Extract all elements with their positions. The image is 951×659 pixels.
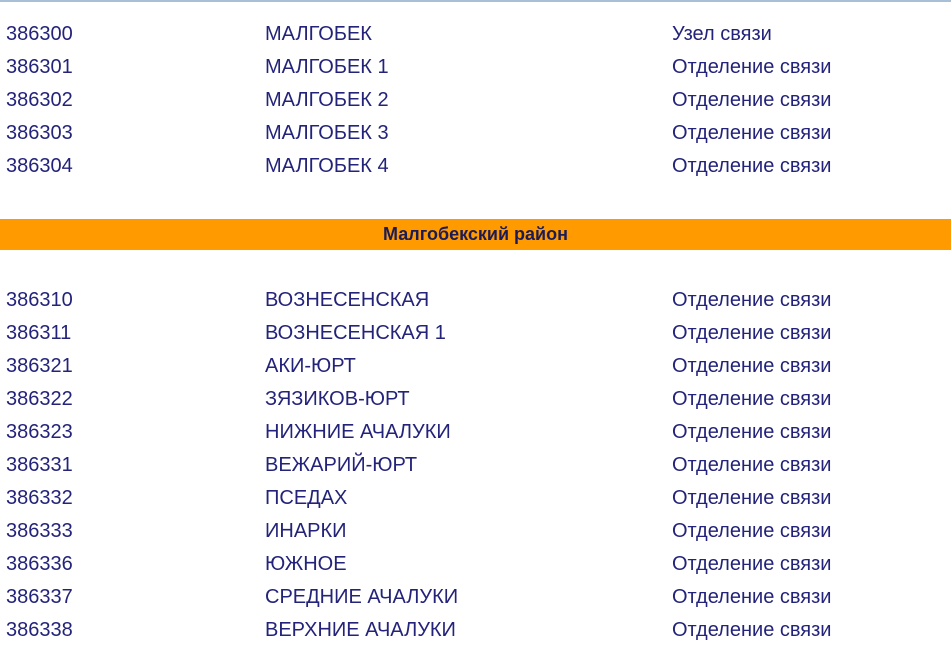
office-name: МАЛГОБЕК 2	[265, 89, 389, 111]
office-type: Отделение связи	[672, 454, 832, 476]
office-name: ВЕЖАРИЙ-ЮРТ	[265, 454, 418, 476]
office-type: Отделение связи	[672, 89, 832, 111]
top-border	[0, 0, 951, 2]
office-type: Отделение связи	[672, 586, 832, 608]
table-row: 386311 ВОЗНЕСЕНСКАЯ 1 Отделение связи	[0, 317, 951, 350]
postal-code: 386301	[6, 56, 73, 78]
office-name: МАЛГОБЕК 3	[265, 122, 389, 144]
office-type: Отделение связи	[672, 388, 832, 410]
postal-code: 386303	[6, 122, 73, 144]
office-name: ЗЯЗИКОВ-ЮРТ	[265, 388, 410, 410]
postal-code: 386333	[6, 520, 73, 542]
office-type: Отделение связи	[672, 322, 832, 344]
office-name: ИНАРКИ	[265, 520, 347, 542]
postal-code: 386338	[6, 619, 73, 641]
office-name: АКИ-ЮРТ	[265, 355, 356, 377]
postal-code: 386331	[6, 454, 73, 476]
table-row: 386333 ИНАРКИ Отделение связи	[0, 515, 951, 548]
office-type: Отделение связи	[672, 487, 832, 509]
postal-code: 386304	[6, 155, 73, 177]
postal-list-district: 386310 ВОЗНЕСЕНСКАЯ Отделение связи 386311 В…	[0, 284, 951, 647]
table-row: 386336 ЮЖНОЕ Отделение связи	[0, 548, 951, 581]
table-row: 386300 МАЛГОБЕК Узел связи	[0, 18, 951, 51]
office-name: ВОЗНЕСЕНСКАЯ 1	[265, 322, 446, 344]
office-name: МАЛГОБЕК 4	[265, 155, 389, 177]
office-type: Отделение связи	[672, 56, 832, 78]
office-type: Узел связи	[672, 23, 772, 45]
table-row: 386303 МАЛГОБЕК 3 Отделение связи	[0, 117, 951, 150]
table-row: 386332 ПСЕДАХ Отделение связи	[0, 482, 951, 515]
table-row: 386302 МАЛГОБЕК 2 Отделение связи	[0, 84, 951, 117]
table-row: 386304 МАЛГОБЕК 4 Отделение связи	[0, 150, 951, 183]
postal-code: 386321	[6, 355, 73, 377]
office-type: Отделение связи	[672, 122, 832, 144]
postal-list-city: 386300 МАЛГОБЕК Узел связи 386301 МАЛГОБЕК 1…	[0, 18, 951, 183]
table-row: 386337 СРЕДНИЕ АЧАЛУКИ Отделение связи	[0, 581, 951, 614]
postal-code: 386311	[6, 322, 72, 344]
postal-code: 386336	[6, 553, 73, 575]
table-row: 386321 АКИ-ЮРТ Отделение связи	[0, 350, 951, 383]
office-name: СРЕДНИЕ АЧАЛУКИ	[265, 586, 459, 608]
office-type: Отделение связи	[672, 155, 832, 177]
postal-code: 386332	[6, 487, 73, 509]
table-row: 386301 МАЛГОБЕК 1 Отделение связи	[0, 51, 951, 84]
table-row: 386323 НИЖНИЕ АЧАЛУКИ Отделение связи	[0, 416, 951, 449]
office-type: Отделение связи	[672, 520, 832, 542]
office-type: Отделение связи	[672, 421, 832, 443]
district-header: Малгобекский район	[0, 219, 951, 250]
table-row: 386338 ВЕРХНИЕ АЧАЛУКИ Отделение связи	[0, 614, 951, 647]
table-row: 386310 ВОЗНЕСЕНСКАЯ Отделение связи	[0, 284, 951, 317]
office-name: ВЕРХНИЕ АЧАЛУКИ	[265, 619, 456, 641]
table-row: 386322 ЗЯЗИКОВ-ЮРТ Отделение связи	[0, 383, 951, 416]
office-type: Отделение связи	[672, 289, 832, 311]
office-type: Отделение связи	[672, 619, 832, 641]
postal-code: 386302	[6, 89, 73, 111]
postal-code: 386300	[6, 23, 73, 45]
office-name: ЮЖНОЕ	[265, 553, 347, 575]
postal-code: 386337	[6, 586, 73, 608]
office-type: Отделение связи	[672, 553, 832, 575]
office-name: НИЖНИЕ АЧАЛУКИ	[265, 421, 451, 443]
office-name: ПСЕДАХ	[265, 487, 348, 509]
table-row: 386331 ВЕЖАРИЙ-ЮРТ Отделение связи	[0, 449, 951, 482]
office-name: МАЛГОБЕК	[265, 23, 372, 45]
office-name: МАЛГОБЕК 1	[265, 56, 389, 78]
postal-code: 386322	[6, 388, 73, 410]
office-type: Отделение связи	[672, 355, 832, 377]
postal-code: 386310	[6, 289, 73, 311]
postal-code: 386323	[6, 421, 73, 443]
office-name: ВОЗНЕСЕНСКАЯ	[265, 289, 430, 311]
